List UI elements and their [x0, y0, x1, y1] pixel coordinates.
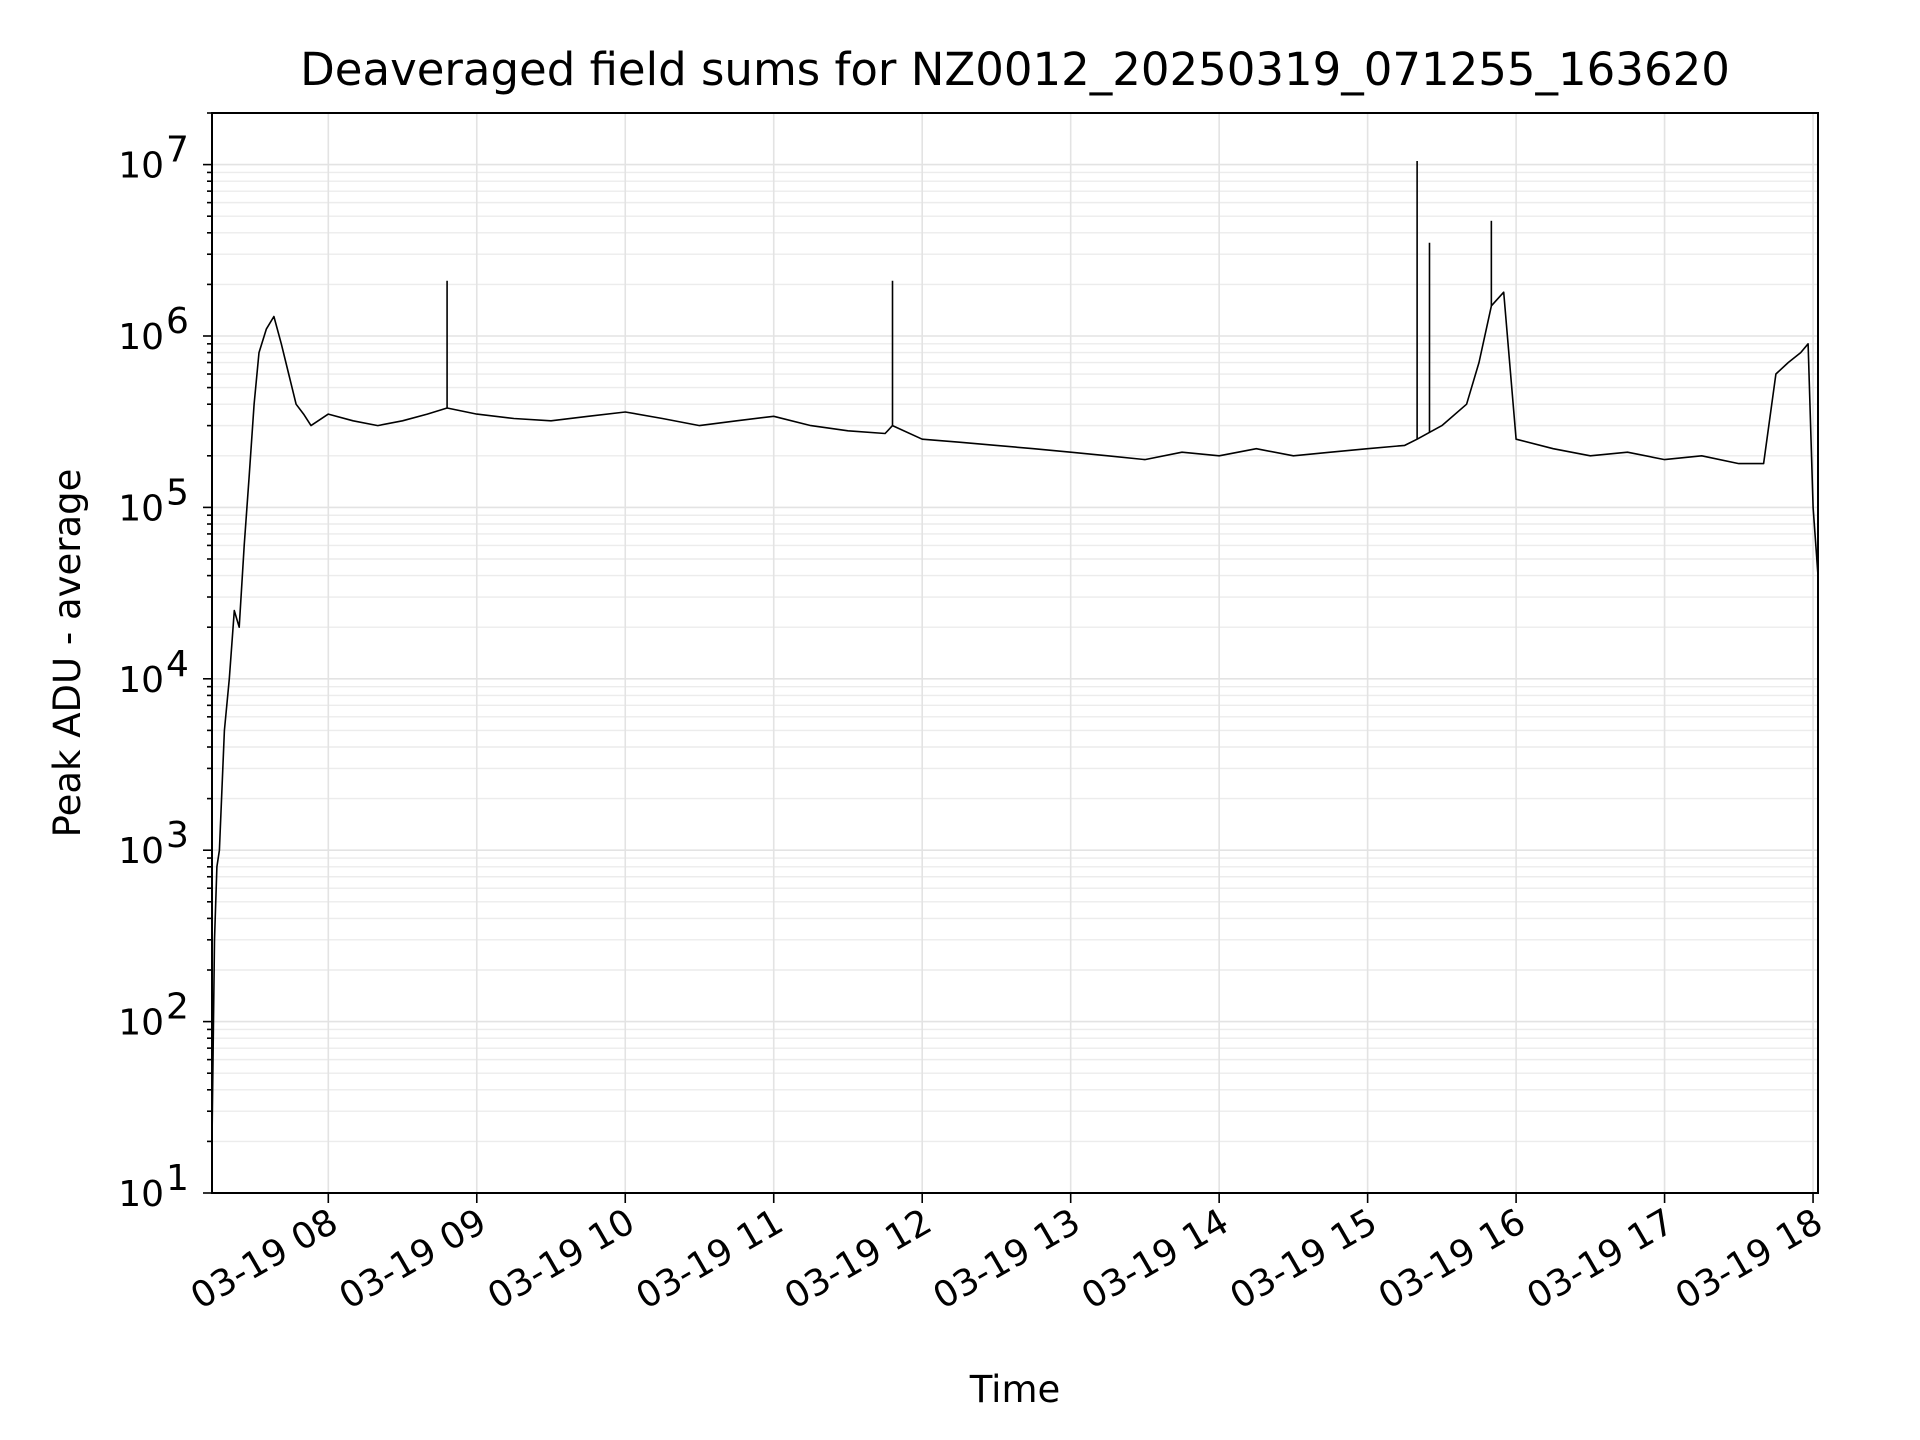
y-tick-exponent: 3 — [166, 815, 189, 856]
y-tick-label: 10 — [118, 831, 164, 872]
series-line — [212, 291, 1818, 1142]
y-tick-label: 10 — [118, 146, 164, 187]
y-tick-label: 10 — [118, 488, 164, 529]
y-tick-label: 10 — [118, 660, 164, 701]
y-tick-exponent: 6 — [166, 301, 189, 342]
y-tick-exponent: 1 — [166, 1158, 189, 1199]
y-tick-label: 10 — [118, 1174, 164, 1215]
y-tick-label: 10 — [118, 1003, 164, 1044]
grid — [212, 112, 1818, 1194]
y-tick-exponent: 2 — [166, 987, 189, 1028]
y-axis-label: Peak ADU - average — [46, 469, 89, 838]
plot-frame — [211, 112, 1819, 1194]
y-tick-exponent: 5 — [166, 472, 189, 513]
y-tick-label: 10 — [118, 317, 164, 358]
y-tick-exponent: 7 — [166, 130, 189, 171]
y-tick-exponent: 4 — [166, 644, 189, 685]
series — [212, 160, 1818, 1142]
chart-title: Deaveraged field sums for NZ0012_2025031… — [300, 43, 1730, 96]
x-axis-label: Time — [969, 1368, 1061, 1411]
